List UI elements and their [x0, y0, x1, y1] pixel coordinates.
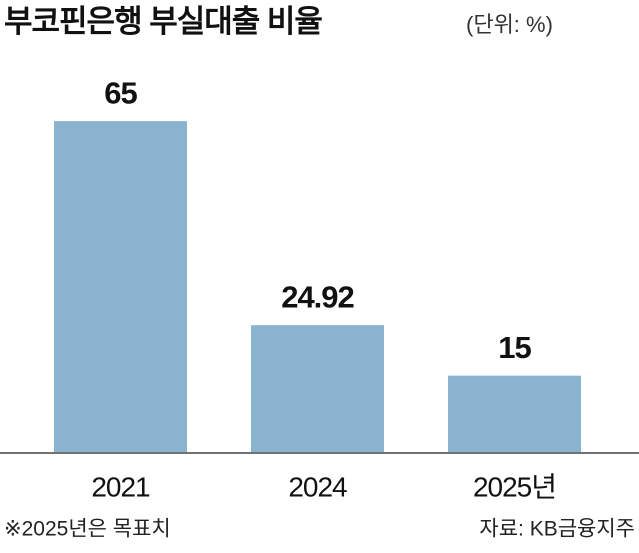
bar: [251, 325, 384, 452]
x-tick-label: 2024: [288, 471, 347, 502]
bar: [54, 121, 187, 453]
chart-subtitle: (단위: %): [466, 12, 553, 37]
source: 자료: KB금융지주: [479, 518, 635, 541]
x-tick-label: 2025년: [473, 471, 556, 502]
footnote: ※2025년은 목표치: [4, 518, 171, 541]
value-label: 15: [498, 330, 531, 365]
value-label: 65: [104, 75, 137, 110]
x-tick-label: 2021: [91, 471, 150, 502]
chart-title: 부코핀은행 부실대출 비율: [4, 4, 322, 39]
bar: [448, 375, 581, 452]
value-label: 24.92: [281, 279, 354, 314]
